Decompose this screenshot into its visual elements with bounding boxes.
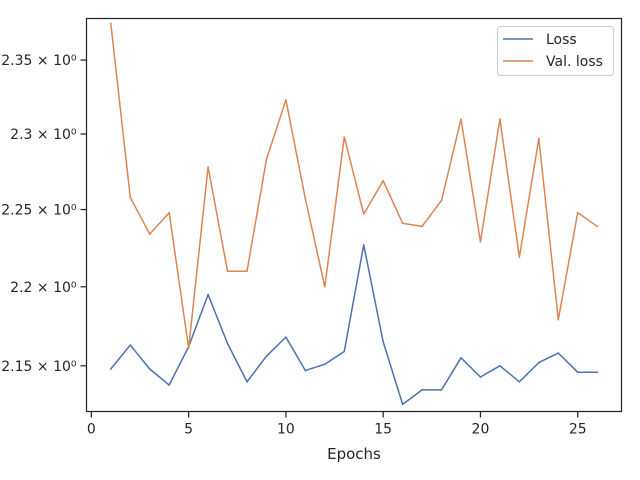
data-point-val-loss xyxy=(440,199,443,202)
data-point-loss xyxy=(382,341,384,343)
data-point-loss xyxy=(110,368,112,370)
legend: Loss Val. loss xyxy=(497,26,614,76)
series-line-val-loss xyxy=(109,22,599,350)
data-point-val-loss xyxy=(226,270,229,272)
series-layer xyxy=(109,22,599,406)
data-point-val-loss xyxy=(596,225,598,228)
y-tick-label: 2.15 × 10⁰ xyxy=(1,359,77,375)
data-point-val-loss xyxy=(246,270,248,272)
data-point-loss xyxy=(401,403,404,406)
data-point-loss xyxy=(343,350,346,353)
data-point-val-loss xyxy=(187,347,190,350)
legend-label-loss: Loss xyxy=(546,32,577,48)
x-tick-label: 5 xyxy=(184,422,193,438)
plot-frame xyxy=(85,17,623,413)
data-point-loss xyxy=(557,352,560,354)
data-point-loss xyxy=(168,384,170,386)
data-point-loss xyxy=(207,293,209,296)
data-point-loss xyxy=(265,355,268,358)
legend-label-val-loss: Val. loss xyxy=(546,54,603,70)
data-point-val-loss xyxy=(110,22,112,25)
data-point-loss xyxy=(499,365,501,367)
data-point-val-loss xyxy=(538,137,540,140)
data-point-val-loss xyxy=(518,256,521,259)
data-point-loss xyxy=(362,244,365,246)
data-point-loss xyxy=(129,344,132,346)
data-point-val-loss xyxy=(324,285,326,288)
x-tick-label: 0 xyxy=(87,422,96,438)
data-point-loss xyxy=(285,336,287,338)
data-point-loss xyxy=(440,389,443,391)
series-val-loss xyxy=(109,22,599,350)
y-tick-label: 2.2 × 10⁰ xyxy=(10,280,77,296)
data-point-val-loss xyxy=(576,211,579,214)
data-point-loss xyxy=(324,363,326,366)
data-point-loss xyxy=(226,342,229,345)
y-axis: 2.15 × 10⁰ 2.2 × 10⁰ 2.25 × 10⁰ 2.3 × 10⁰ 2.… xyxy=(1,53,87,375)
data-point-loss xyxy=(246,381,248,383)
x-tick-label: 20 xyxy=(472,422,490,438)
data-point-loss xyxy=(421,389,423,391)
x-tick-label: 25 xyxy=(569,422,587,438)
data-point-val-loss xyxy=(285,99,287,101)
data-point-val-loss xyxy=(207,166,209,168)
data-point-val-loss xyxy=(148,233,151,235)
data-point-val-loss xyxy=(479,240,482,243)
data-point-val-loss xyxy=(382,179,384,182)
data-point-val-loss xyxy=(343,136,346,138)
data-point-loss xyxy=(460,357,462,359)
data-point-val-loss xyxy=(304,198,307,200)
x-axis: 0 5 10 15 20 25 xyxy=(87,411,587,438)
x-tick-label: 10 xyxy=(277,422,295,438)
data-point-val-loss xyxy=(168,211,170,214)
data-point-val-loss xyxy=(265,158,268,161)
data-point-val-loss xyxy=(129,196,132,199)
y-tick-label: 2.35 × 10⁰ xyxy=(1,53,77,69)
data-point-loss xyxy=(518,381,521,383)
data-point-loss xyxy=(148,368,151,370)
data-point-val-loss xyxy=(557,318,560,321)
data-point-val-loss xyxy=(460,118,462,120)
data-point-loss xyxy=(538,361,540,364)
x-tick-label: 15 xyxy=(374,422,392,438)
y-tick-label: 2.25 × 10⁰ xyxy=(1,203,77,219)
data-point-val-loss xyxy=(421,225,423,228)
data-point-loss xyxy=(304,369,307,372)
data-point-loss xyxy=(576,371,579,374)
data-point-loss xyxy=(596,371,598,374)
data-point-loss xyxy=(479,376,482,378)
data-point-val-loss xyxy=(499,118,501,120)
series-line-loss xyxy=(109,244,598,406)
data-point-val-loss xyxy=(401,222,404,225)
data-point-val-loss xyxy=(362,213,365,215)
x-axis-title: Epochs xyxy=(327,445,381,463)
y-tick-label: 2.3 × 10⁰ xyxy=(10,127,77,143)
